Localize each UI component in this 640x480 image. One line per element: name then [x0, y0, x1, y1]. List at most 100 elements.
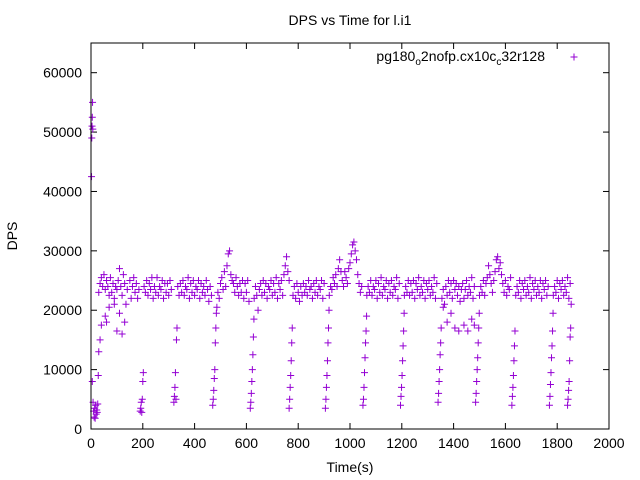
- data-point: [472, 398, 480, 406]
- data-point: [170, 392, 178, 400]
- data-point: [113, 285, 121, 293]
- data-point: [542, 277, 550, 285]
- data-point: [322, 383, 330, 391]
- data-point: [281, 262, 289, 270]
- data-point: [369, 282, 377, 290]
- data-point: [336, 256, 344, 264]
- data-point: [459, 280, 467, 288]
- data-point: [381, 285, 389, 293]
- data-point: [510, 357, 518, 365]
- data-point: [306, 285, 314, 293]
- data-point: [393, 274, 401, 282]
- data-point: [421, 294, 429, 302]
- data-point: [136, 407, 144, 415]
- x-tick-label: 400: [183, 435, 207, 451]
- data-point: [200, 282, 208, 290]
- data-point: [358, 282, 366, 290]
- data-point: [201, 291, 209, 299]
- data-point: [389, 291, 397, 299]
- x-tick-label: 2000: [593, 435, 624, 451]
- data-point: [508, 392, 516, 400]
- data-point: [359, 401, 367, 409]
- data-point: [473, 366, 481, 374]
- data-point: [171, 383, 179, 391]
- data-point: [395, 280, 403, 288]
- data-point: [249, 333, 257, 341]
- data-point: [511, 327, 519, 335]
- data-point: [223, 262, 231, 270]
- data-point: [138, 408, 146, 416]
- y-tick-label: 0: [74, 421, 82, 437]
- data-point: [211, 339, 219, 347]
- data-point: [425, 277, 433, 285]
- data-point: [94, 400, 102, 408]
- data-point: [554, 294, 562, 302]
- data-point: [437, 324, 445, 332]
- data-point: [505, 285, 513, 293]
- data-point: [451, 285, 459, 293]
- data-point: [397, 401, 405, 409]
- data-point: [378, 291, 386, 299]
- data-point: [110, 294, 118, 302]
- data-point: [507, 274, 515, 282]
- data-point: [210, 375, 218, 383]
- data-point: [328, 285, 336, 293]
- data-point: [477, 282, 485, 290]
- data-point: [315, 282, 323, 290]
- data-point: [352, 256, 360, 264]
- data-point: [325, 306, 333, 314]
- data-point: [325, 324, 333, 332]
- data-point: [564, 274, 572, 282]
- data-point: [472, 389, 480, 397]
- data-point: [166, 277, 174, 285]
- data-point: [244, 277, 252, 285]
- data-point: [565, 294, 573, 302]
- data-point: [137, 398, 145, 406]
- data-point: [377, 274, 385, 282]
- data-point: [217, 280, 224, 288]
- data-point: [263, 294, 271, 302]
- data-point: [397, 392, 405, 400]
- data-point: [287, 372, 295, 380]
- plot-frame: [90, 42, 610, 430]
- data-point: [342, 274, 350, 282]
- data-point: [551, 282, 559, 290]
- data-point: [95, 348, 103, 356]
- data-point: [490, 277, 498, 285]
- x-tick-label: 0: [87, 435, 95, 451]
- data-point: [350, 238, 358, 246]
- data-point: [114, 277, 122, 285]
- data-point: [167, 285, 175, 293]
- data-point: [455, 327, 463, 335]
- data-point: [320, 280, 328, 288]
- data-point: [308, 294, 316, 302]
- data-point: [373, 294, 381, 302]
- data-point: [475, 309, 483, 317]
- data-point: [226, 247, 234, 255]
- legend: pg180o2nofp.cx10cc32r128: [376, 48, 578, 68]
- chart-title: DPS vs Time for l.i1: [289, 12, 412, 28]
- data-point: [305, 277, 313, 285]
- data-point: [363, 312, 371, 320]
- data-point: [280, 271, 288, 279]
- y-tick-label: 20000: [43, 302, 82, 318]
- data-point: [153, 274, 161, 282]
- data-point: [277, 277, 285, 285]
- data-point: [322, 395, 330, 403]
- data-point: [481, 291, 489, 299]
- data-point: [156, 282, 164, 290]
- data-point: [513, 282, 521, 290]
- data-point: [220, 268, 228, 276]
- data-point: [115, 309, 123, 317]
- data-point: [453, 291, 461, 299]
- data-point: [126, 277, 134, 285]
- data-point: [149, 294, 157, 302]
- y-tick-label: 30000: [43, 243, 82, 259]
- data-point: [139, 377, 147, 385]
- data-point: [411, 294, 419, 302]
- data-point: [139, 369, 147, 377]
- legend-label: pg180o2nofp.cx10cc32r128: [376, 48, 545, 68]
- data-point: [530, 285, 538, 293]
- data-point: [127, 294, 135, 302]
